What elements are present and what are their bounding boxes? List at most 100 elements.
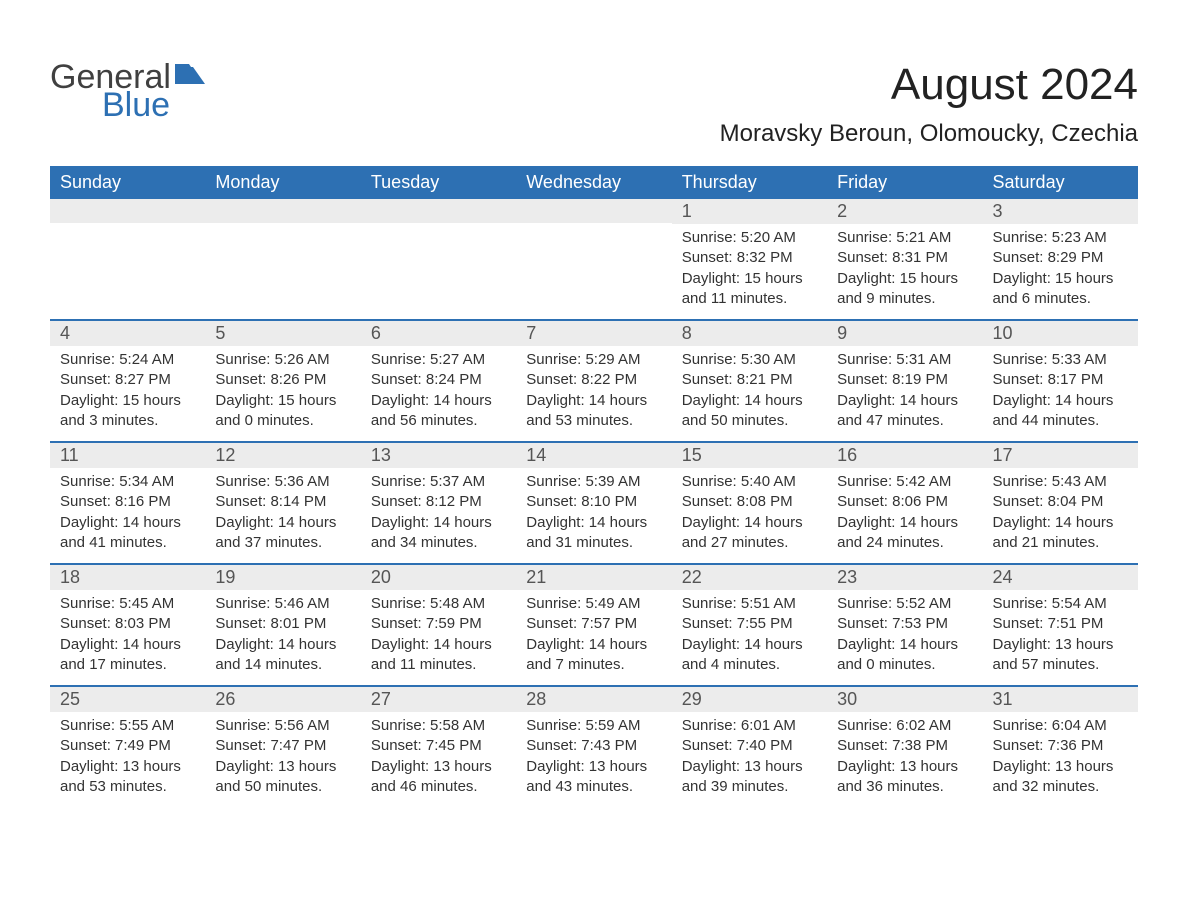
day-sunrise: Sunrise: 5:23 AM xyxy=(993,228,1128,248)
day-sunrise: Sunrise: 5:27 AM xyxy=(371,350,506,370)
day-dl1: Daylight: 14 hours xyxy=(993,391,1128,411)
day-dl2: and 11 minutes. xyxy=(682,289,817,309)
day-dl2: and 4 minutes. xyxy=(682,655,817,675)
logo: General Blue xyxy=(50,60,205,122)
day-dl2: and 17 minutes. xyxy=(60,655,195,675)
day-dl1: Daylight: 15 hours xyxy=(60,391,195,411)
day-cell: 29Sunrise: 6:01 AMSunset: 7:40 PMDayligh… xyxy=(672,687,827,807)
week-row: 11Sunrise: 5:34 AMSunset: 8:16 PMDayligh… xyxy=(50,441,1138,563)
day-sunset: Sunset: 8:19 PM xyxy=(837,370,972,390)
day-number: 10 xyxy=(983,321,1138,346)
day-sunset: Sunset: 7:53 PM xyxy=(837,614,972,634)
day-sunrise: Sunrise: 5:45 AM xyxy=(60,594,195,614)
day-dl2: and 0 minutes. xyxy=(837,655,972,675)
day-dl1: Daylight: 13 hours xyxy=(215,757,350,777)
day-body: Sunrise: 5:21 AMSunset: 8:31 PMDaylight:… xyxy=(827,224,982,315)
day-sunset: Sunset: 8:10 PM xyxy=(526,492,661,512)
calendar: SundayMondayTuesdayWednesdayThursdayFrid… xyxy=(50,166,1138,807)
day-body: Sunrise: 6:02 AMSunset: 7:38 PMDaylight:… xyxy=(827,712,982,803)
day-dl2: and 50 minutes. xyxy=(215,777,350,797)
day-dl1: Daylight: 13 hours xyxy=(682,757,817,777)
day-body: Sunrise: 5:56 AMSunset: 7:47 PMDaylight:… xyxy=(205,712,360,803)
day-number: 17 xyxy=(983,443,1138,468)
day-number: 30 xyxy=(827,687,982,712)
day-sunrise: Sunrise: 5:20 AM xyxy=(682,228,817,248)
day-sunrise: Sunrise: 5:33 AM xyxy=(993,350,1128,370)
day-dl1: Daylight: 14 hours xyxy=(371,391,506,411)
location-title: Moravsky Beroun, Olomoucky, Czechia xyxy=(720,120,1138,148)
day-dl2: and 21 minutes. xyxy=(993,533,1128,553)
day-number: 5 xyxy=(205,321,360,346)
flag-icon xyxy=(175,64,205,88)
day-sunrise: Sunrise: 5:36 AM xyxy=(215,472,350,492)
day-sunrise: Sunrise: 5:55 AM xyxy=(60,716,195,736)
day-body: Sunrise: 5:23 AMSunset: 8:29 PMDaylight:… xyxy=(983,224,1138,315)
day-number: 16 xyxy=(827,443,982,468)
day-sunrise: Sunrise: 5:59 AM xyxy=(526,716,661,736)
day-sunrise: Sunrise: 6:02 AM xyxy=(837,716,972,736)
day-sunset: Sunset: 8:21 PM xyxy=(682,370,817,390)
day-sunset: Sunset: 8:22 PM xyxy=(526,370,661,390)
day-sunset: Sunset: 7:57 PM xyxy=(526,614,661,634)
day-number: 8 xyxy=(672,321,827,346)
weeks-container: 1Sunrise: 5:20 AMSunset: 8:32 PMDaylight… xyxy=(50,199,1138,807)
dow-cell: Monday xyxy=(205,166,360,199)
day-dl2: and 47 minutes. xyxy=(837,411,972,431)
day-body: Sunrise: 5:40 AMSunset: 8:08 PMDaylight:… xyxy=(672,468,827,559)
day-sunrise: Sunrise: 5:54 AM xyxy=(993,594,1128,614)
day-dl1: Daylight: 13 hours xyxy=(837,757,972,777)
day-body: Sunrise: 6:04 AMSunset: 7:36 PMDaylight:… xyxy=(983,712,1138,803)
day-body: Sunrise: 5:27 AMSunset: 8:24 PMDaylight:… xyxy=(361,346,516,437)
day-cell: 2Sunrise: 5:21 AMSunset: 8:31 PMDaylight… xyxy=(827,199,982,319)
day-body: Sunrise: 5:36 AMSunset: 8:14 PMDaylight:… xyxy=(205,468,360,559)
day-cell: 10 Sunrise: 5:33 AMSunset: 8:17 PMDayligh… xyxy=(983,321,1138,441)
logo-text-blue: Blue xyxy=(102,88,205,122)
day-number: 31 xyxy=(983,687,1138,712)
day-dl1: Daylight: 14 hours xyxy=(371,635,506,655)
day-cell: 20Sunrise: 5:48 AMSunset: 7:59 PMDayligh… xyxy=(361,565,516,685)
day-number-empty xyxy=(516,199,671,223)
day-dl2: and 3 minutes. xyxy=(60,411,195,431)
day-dl1: Daylight: 14 hours xyxy=(60,635,195,655)
day-cell: 28Sunrise: 5:59 AMSunset: 7:43 PMDayligh… xyxy=(516,687,671,807)
day-sunset: Sunset: 7:43 PM xyxy=(526,736,661,756)
day-dl1: Daylight: 14 hours xyxy=(837,513,972,533)
day-dl2: and 32 minutes. xyxy=(993,777,1128,797)
day-sunset: Sunset: 8:14 PM xyxy=(215,492,350,512)
day-cell: 18Sunrise: 5:45 AMSunset: 8:03 PMDayligh… xyxy=(50,565,205,685)
day-body: Sunrise: 5:37 AMSunset: 8:12 PMDaylight:… xyxy=(361,468,516,559)
day-number: 20 xyxy=(361,565,516,590)
day-number: 19 xyxy=(205,565,360,590)
day-sunrise: Sunrise: 6:04 AM xyxy=(993,716,1128,736)
day-cell: 31Sunrise: 6:04 AMSunset: 7:36 PMDayligh… xyxy=(983,687,1138,807)
day-cell: 21Sunrise: 5:49 AMSunset: 7:57 PMDayligh… xyxy=(516,565,671,685)
day-sunset: Sunset: 8:31 PM xyxy=(837,248,972,268)
dow-cell: Wednesday xyxy=(516,166,671,199)
day-sunrise: Sunrise: 5:30 AM xyxy=(682,350,817,370)
day-cell: 23Sunrise: 5:52 AMSunset: 7:53 PMDayligh… xyxy=(827,565,982,685)
day-number: 29 xyxy=(672,687,827,712)
title-block: August 2024 Moravsky Beroun, Olomoucky, … xyxy=(720,60,1138,148)
day-sunrise: Sunrise: 6:01 AM xyxy=(682,716,817,736)
day-dl1: Daylight: 14 hours xyxy=(60,513,195,533)
day-number: 13 xyxy=(361,443,516,468)
day-cell: 15Sunrise: 5:40 AMSunset: 8:08 PMDayligh… xyxy=(672,443,827,563)
day-cell: 24Sunrise: 5:54 AMSunset: 7:51 PMDayligh… xyxy=(983,565,1138,685)
day-cell: 1Sunrise: 5:20 AMSunset: 8:32 PMDaylight… xyxy=(672,199,827,319)
day-body: Sunrise: 5:43 AMSunset: 8:04 PMDaylight:… xyxy=(983,468,1138,559)
day-dl1: Daylight: 14 hours xyxy=(526,635,661,655)
day-sunset: Sunset: 7:51 PM xyxy=(993,614,1128,634)
day-number: 3 xyxy=(983,199,1138,224)
day-dl2: and 31 minutes. xyxy=(526,533,661,553)
day-dl1: Daylight: 14 hours xyxy=(993,513,1128,533)
day-dl1: Daylight: 14 hours xyxy=(682,513,817,533)
day-sunset: Sunset: 8:26 PM xyxy=(215,370,350,390)
day-of-week-header: SundayMondayTuesdayWednesdayThursdayFrid… xyxy=(50,166,1138,199)
day-dl2: and 56 minutes. xyxy=(371,411,506,431)
day-sunrise: Sunrise: 5:56 AM xyxy=(215,716,350,736)
day-body: Sunrise: 5:55 AMSunset: 7:49 PMDaylight:… xyxy=(50,712,205,803)
day-sunset: Sunset: 8:17 PM xyxy=(993,370,1128,390)
day-dl2: and 43 minutes. xyxy=(526,777,661,797)
day-sunset: Sunset: 7:55 PM xyxy=(682,614,817,634)
day-cell: 30Sunrise: 6:02 AMSunset: 7:38 PMDayligh… xyxy=(827,687,982,807)
